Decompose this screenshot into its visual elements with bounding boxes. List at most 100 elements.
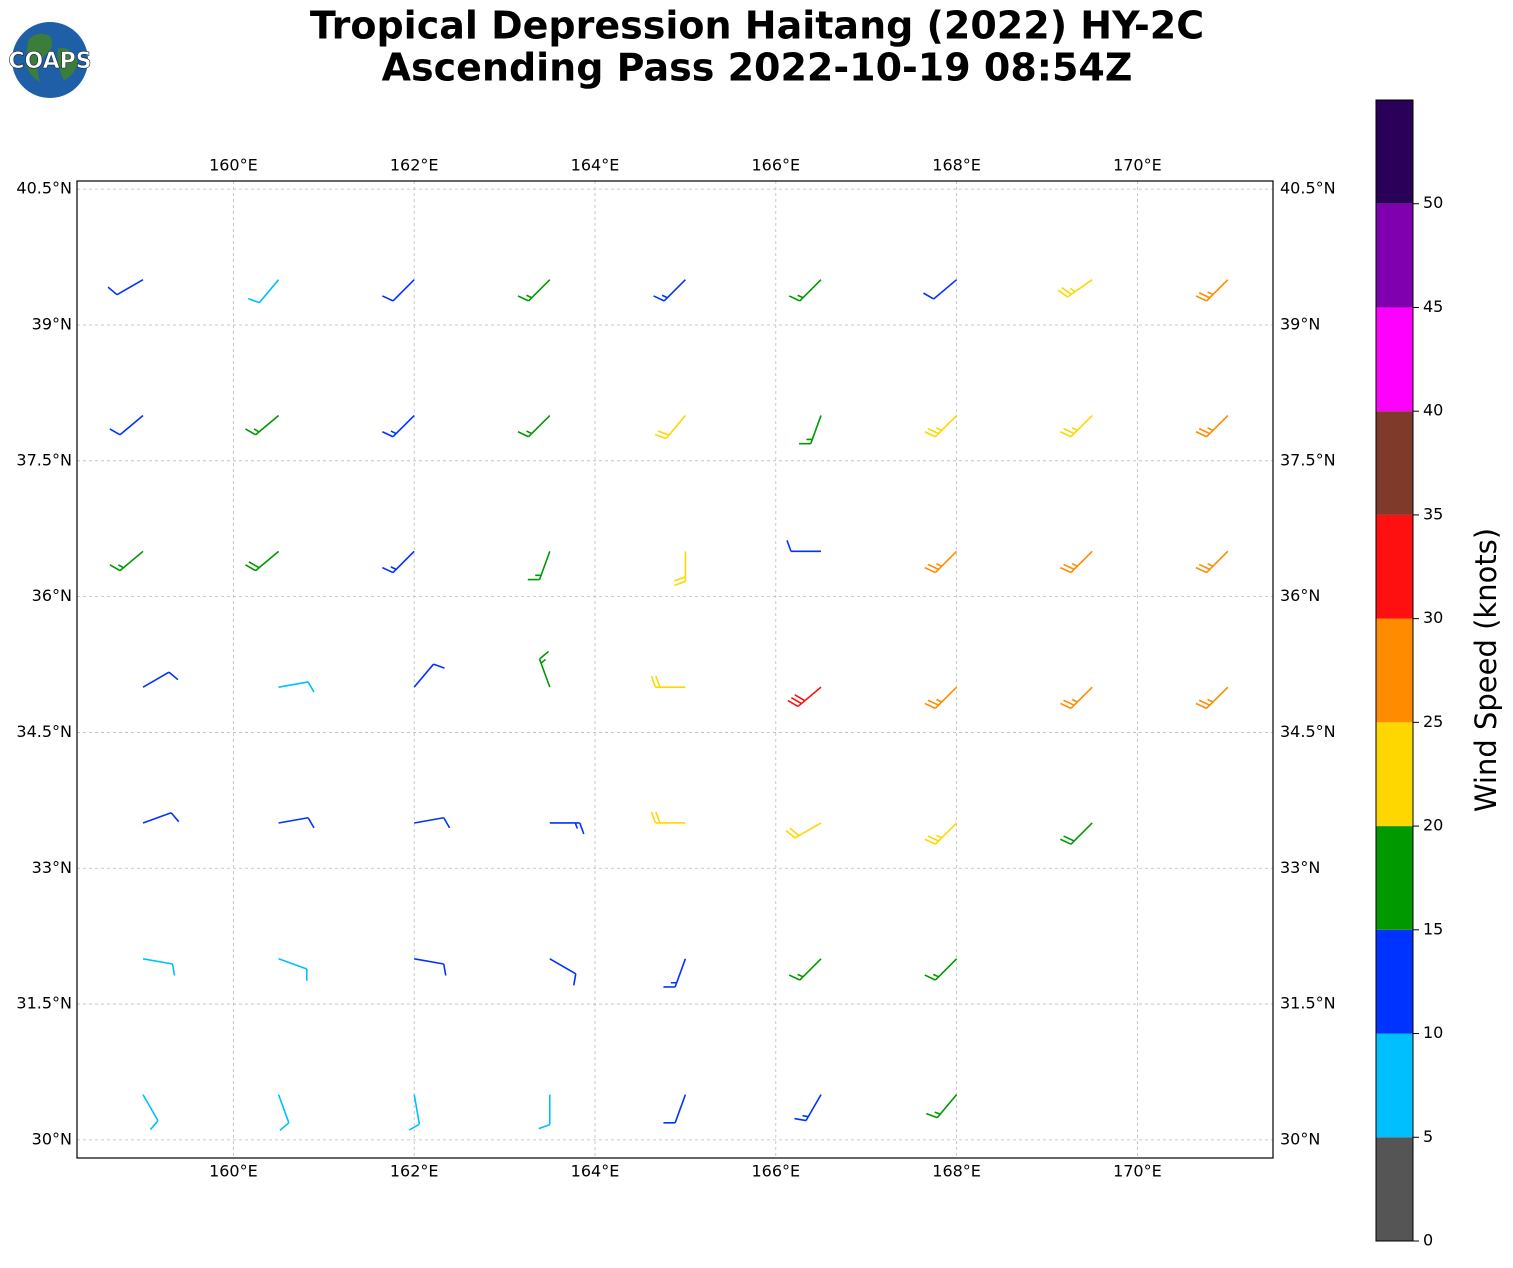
wind-barb (245, 550, 280, 572)
colorbar-segment (1376, 514, 1413, 619)
y-tick-label-left: 30°N (32, 1129, 72, 1148)
chart-subtitle: Ascending Pass 2022-10-19 08:54Z (382, 46, 1133, 90)
wind-barb (142, 1094, 159, 1131)
colorbar-segment (1376, 929, 1413, 1034)
wind-barb (1060, 686, 1093, 710)
wind-barb (1195, 550, 1229, 574)
colorbar-tick-label: 45 (1423, 297, 1443, 316)
wind-barb (1195, 414, 1229, 438)
wind-barb (663, 958, 687, 988)
x-tick-label-top: 160°E (209, 156, 258, 175)
wind-barb (517, 414, 551, 438)
x-tick-label-bottom: 166°E (751, 1162, 800, 1181)
colorbar-tick-label: 35 (1423, 504, 1443, 523)
y-tick-label-right: 30°N (1280, 1129, 1320, 1148)
wind-barb (923, 279, 958, 300)
wind-barb (277, 1094, 290, 1131)
wind-barb (109, 414, 144, 436)
wind-barb (926, 1094, 958, 1119)
wind-barb (382, 550, 415, 574)
logo-text: COAPS (8, 49, 91, 74)
colorbar-tick-label: 20 (1423, 816, 1443, 835)
y-tick-label-left: 36°N (32, 586, 72, 605)
wind-barb (538, 1094, 551, 1130)
wind-barb (924, 958, 958, 981)
wind-barb (107, 279, 144, 296)
y-tick-label-left: 31.5°N (16, 994, 72, 1013)
y-tick-label-left: 39°N (32, 314, 72, 333)
wind-barb (794, 1094, 822, 1122)
map-area (77, 181, 1273, 1158)
wind-barb (650, 811, 686, 824)
colorbar-tick-label: 40 (1423, 401, 1443, 420)
logo-land (26, 33, 78, 82)
wind-barb (142, 958, 176, 976)
wind-barb (408, 1094, 421, 1131)
wind-barb (1057, 279, 1093, 298)
colorbar-segment (1376, 1033, 1413, 1138)
wind-barb (414, 816, 451, 829)
x-tick-label-top: 166°E (751, 156, 800, 175)
wind-barb (788, 279, 822, 302)
wind-barb (924, 686, 958, 710)
colorbar-segment (1376, 307, 1413, 412)
colorbar-segment (1376, 722, 1413, 827)
wind-barb (527, 551, 551, 581)
wind-barb (109, 550, 144, 572)
x-tick-label-top: 168°E (932, 156, 981, 175)
x-tick-label-top: 164°E (571, 156, 620, 175)
wind-barb (785, 822, 822, 839)
colorbar-tick-label: 25 (1423, 712, 1443, 731)
wind-barb (1060, 414, 1093, 438)
wind-barb (278, 816, 315, 829)
wind-barb (924, 414, 958, 438)
x-tick-label-bottom: 164°E (571, 1162, 620, 1181)
wind-barb (924, 822, 958, 845)
wind-barb (650, 675, 686, 688)
wind-barb (142, 811, 180, 824)
chart-title: Tropical Depression Haitang (2022) HY-2C (310, 4, 1204, 48)
colorbar-label: Wind Speed (knots) (1469, 528, 1503, 812)
wind-barb (245, 414, 280, 436)
colorbar-segment (1376, 100, 1413, 204)
wind-barb (674, 551, 687, 587)
y-tick-label-left: 33°N (32, 858, 72, 877)
y-tick-label-right: 31.5°N (1280, 994, 1336, 1013)
wind-barb (799, 415, 822, 445)
wind-barb (663, 1094, 687, 1124)
wind-barb (787, 686, 822, 708)
wind-barb (549, 822, 585, 835)
y-tick-label-left: 40.5°N (16, 179, 72, 198)
x-tick-label-bottom: 170°E (1113, 1162, 1162, 1181)
x-tick-label-bottom: 160°E (209, 1162, 258, 1181)
wind-barb (142, 671, 179, 688)
wind-barb (538, 650, 551, 688)
y-tick-label-right: 37.5°N (1280, 450, 1336, 469)
colorbar-tick-label: 15 (1423, 919, 1443, 938)
wind-barb (549, 958, 577, 986)
wind-barb (654, 415, 687, 440)
wind-barb (1060, 550, 1093, 574)
y-tick-label-right: 33°N (1280, 858, 1320, 877)
x-tick-label-top: 170°E (1113, 156, 1162, 175)
wind-barb (1195, 686, 1229, 710)
y-tick-label-left: 34.5°N (16, 722, 72, 741)
wind-barb (248, 279, 280, 304)
colorbar-tick-label: 30 (1423, 608, 1443, 627)
colorbar-tick-label: 50 (1423, 193, 1443, 212)
colorbar-segment (1376, 618, 1413, 723)
x-tick-label-bottom: 162°E (390, 1162, 439, 1181)
wind-barb (278, 958, 308, 981)
y-tick-label-right: 34.5°N (1280, 722, 1336, 741)
colorbar-segment (1376, 1137, 1413, 1241)
wind-barb (278, 681, 315, 693)
map-frame (76, 180, 1274, 1159)
y-tick-label-right: 36°N (1280, 586, 1320, 605)
wind-barb (786, 540, 821, 553)
wind-barb (414, 958, 447, 976)
wind-barb (382, 279, 415, 302)
colorbar-tick-label: 0 (1423, 1231, 1433, 1250)
y-tick-label-left: 37.5°N (16, 450, 72, 469)
colorbar-segment (1376, 826, 1413, 930)
